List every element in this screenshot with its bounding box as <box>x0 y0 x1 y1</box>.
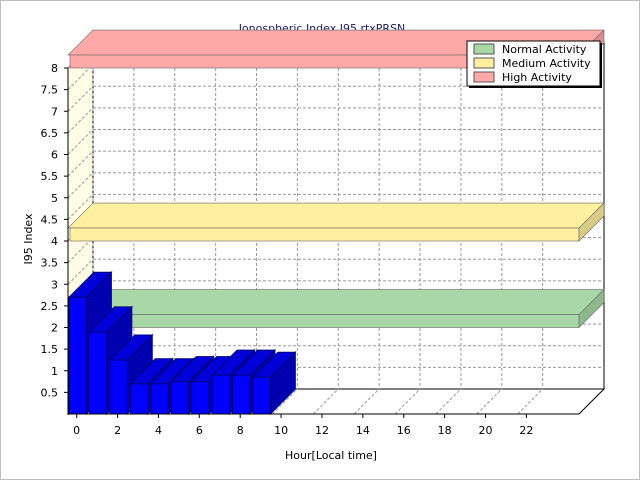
x-tick-label: 16 <box>397 424 411 437</box>
x-tick-label: 12 <box>315 424 329 437</box>
grid-line-side <box>67 237 94 263</box>
legend-swatch-medium <box>473 57 495 69</box>
grid-line-floor <box>272 388 298 415</box>
band-top <box>67 289 605 315</box>
y-tick-label: 3.5 <box>41 257 59 270</box>
legend-shadow-right <box>600 43 602 88</box>
x-axis-label: Hour[Local time] <box>285 449 377 462</box>
grid-line-floor <box>517 388 544 415</box>
band-top <box>67 202 605 229</box>
chart-legend: Normal Activity Medium Activity High Act… <box>466 40 602 88</box>
y-axis-ticks: 0.5 1 1.5 2 2.5 3 3.5 4 4.5 5 5.5 6 6.5 7 7.5 8 <box>41 62 69 414</box>
legend-swatch-normal <box>473 43 495 55</box>
grid-line-side <box>67 258 94 285</box>
y-tick-label: 6.5 <box>41 127 59 140</box>
bar <box>251 351 297 416</box>
bar-front <box>109 359 128 415</box>
activity-bands <box>67 29 605 329</box>
legend-swatch-high <box>473 71 495 83</box>
y-tick-label: 1 <box>51 365 58 378</box>
x-axis-ticks: 0 2 4 6 8 10 12 14 16 18 20 22 <box>68 413 579 437</box>
bar-front <box>252 376 271 415</box>
grid-line-floor <box>394 388 421 415</box>
bar-front <box>129 383 149 415</box>
x-tick-label: 0 <box>73 424 80 437</box>
bar-front <box>232 374 251 415</box>
grid-line-side <box>67 85 94 112</box>
legend-label-normal: Normal Activity <box>502 43 587 56</box>
grid-line-floor <box>476 388 503 415</box>
band-front <box>69 314 580 328</box>
grid-line-side <box>67 172 94 199</box>
y-tick-label: 2 <box>51 322 58 335</box>
y-tick-label: 0.5 <box>41 386 59 399</box>
grid-line-side <box>67 194 94 220</box>
grid-line-side <box>67 129 94 155</box>
legend-label-high: High Activity <box>502 71 572 84</box>
grid-line-floor <box>353 388 380 415</box>
bar-front <box>191 381 210 415</box>
grid-line-side <box>67 150 94 177</box>
band-front <box>69 227 580 242</box>
y-tick-label: 7 <box>51 105 58 118</box>
x-tick-label: 18 <box>438 424 452 437</box>
y-tick-label: 7.5 <box>41 84 59 97</box>
bar-front <box>150 383 169 415</box>
y-tick-label: 4.5 <box>41 213 59 226</box>
x-tick-label: 6 <box>196 424 203 437</box>
legend-label-medium: Medium Activity <box>502 57 591 70</box>
y-tick-label: 1.5 <box>41 343 59 356</box>
x-tick-label: 14 <box>356 424 370 437</box>
band-side <box>578 202 605 242</box>
bar-side <box>269 351 296 416</box>
activity-band <box>67 202 605 242</box>
bar-front <box>170 381 190 415</box>
grid-line-floor <box>312 388 339 415</box>
x-tick-label: 20 <box>478 424 492 437</box>
y-tick-label: 2.5 <box>41 300 59 313</box>
y-tick-label: 8 <box>51 62 58 75</box>
bar-front <box>211 374 230 415</box>
y-tick-label: 3 <box>51 278 58 291</box>
x-tick-label: 4 <box>155 424 162 437</box>
bar-series <box>67 271 297 416</box>
bar-front <box>68 296 87 415</box>
y-tick-label: 5.5 <box>41 170 59 183</box>
y-tick-label: 6 <box>51 149 58 162</box>
y-tick-label: 4 <box>51 235 58 248</box>
grid-line-floor <box>435 388 462 415</box>
x-tick-label: 10 <box>274 424 288 437</box>
y-axis-label: I95 Index <box>22 213 35 265</box>
grid-line-side <box>67 64 94 90</box>
grid-line-side <box>67 107 94 134</box>
x-tick-label: 8 <box>237 424 244 437</box>
legend-shadow-bottom <box>469 86 602 88</box>
x-tick-label: 2 <box>114 424 121 437</box>
bar-front <box>88 331 108 415</box>
y-tick-label: 5 <box>51 192 58 205</box>
band-side <box>578 288 605 329</box>
activity-band <box>67 288 605 329</box>
x-tick-label: 22 <box>519 424 533 437</box>
